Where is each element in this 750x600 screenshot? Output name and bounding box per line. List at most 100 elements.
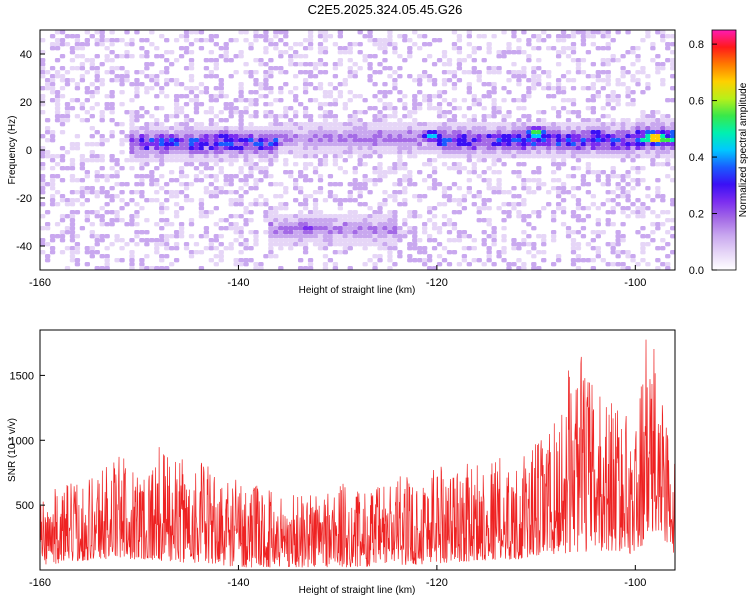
heatmap-cell [511,146,517,151]
heatmap-cell [645,154,651,159]
heatmap-cell [426,98,433,103]
heatmap-cell [580,126,587,131]
heatmap-cell [144,54,150,59]
heatmap-cell [164,206,170,211]
heatmap-cell [357,222,363,227]
heatmap-cell [585,30,592,35]
heatmap-cell [392,242,398,247]
heatmap-cell [630,178,636,183]
heatmap-cell [258,166,264,171]
heatmap-cell [109,66,115,71]
heatmap-cell [526,126,532,131]
heatmap-cell [441,202,448,207]
heatmap-cell [645,206,651,211]
heatmap-cell [332,234,339,239]
heatmap-cell [451,134,458,139]
heatmap-cell [486,206,492,211]
colorbar-tick-label: 0.8 [689,39,704,51]
heatmap-cell [49,166,56,171]
heatmap-cell [536,170,542,175]
heatmap-cell [124,74,130,79]
heatmap-cell [258,142,264,147]
heatmap-cell [228,58,234,63]
heatmap-cell [367,226,373,231]
heatmap-cell [293,154,299,159]
heatmap-cell [263,198,269,203]
heatmap-cell [89,230,95,235]
heatmap-cell [94,178,100,183]
heatmap-cell [630,146,636,151]
heatmap-cell [491,70,497,75]
heatmap-cell [436,182,443,187]
heatmap-cell [248,258,254,263]
heatmap-cell [208,130,215,135]
heatmap-cell [655,118,661,123]
heatmap-cell [283,222,289,227]
heatmap-cell [54,154,61,159]
heatmap-cell [168,142,175,147]
heatmap-cell [302,90,309,95]
heatmap-cell [69,202,76,207]
heatmap-cell [377,246,383,251]
heatmap-cell [337,62,344,67]
heatmap-cell [461,166,468,171]
heatmap-cell [183,130,190,135]
heatmap-cell [630,62,636,67]
heatmap-cell [49,78,56,83]
heatmap-cell [49,154,56,159]
heatmap-cell [397,162,403,167]
heatmap-cell [590,138,597,143]
heatmap-cell [99,134,105,139]
heatmap-cell [575,158,582,163]
heatmap-cell [99,118,105,123]
heatmap-cell [49,182,56,187]
heatmap-cell [605,262,611,267]
heatmap-cell [501,202,507,207]
heatmap-cell [610,222,616,227]
heatmap-cell [605,102,611,107]
heatmap-cell [278,114,284,119]
heatmap-cell [248,174,254,179]
heatmap-cell [183,50,190,55]
heatmap-cell [426,102,433,107]
heatmap-cell [372,134,378,139]
heatmap-cell [367,214,373,219]
heatmap-cell [139,166,145,171]
heatmap-cell [436,202,443,207]
heatmap-cell [550,86,557,91]
heatmap-cell [471,146,477,151]
heatmap-cell [421,178,428,183]
heatmap-cell [521,138,527,143]
heatmap-cell [183,162,190,167]
heatmap-cell [243,138,249,143]
heatmap-cell [273,34,279,39]
heatmap-cell [134,82,140,87]
heatmap-cell [307,226,314,231]
heatmap-cell [382,142,388,147]
heatmap-cell [357,242,363,247]
heatmap-cell [258,178,264,183]
heatmap-cell [536,146,542,151]
heatmap-cell [188,58,195,63]
heatmap-x-axis-label: Height of straight line (km) [299,285,416,296]
heatmap-cell [565,142,572,147]
heatmap-cell [193,146,200,151]
heatmap-cell [377,42,383,47]
heatmap-cell [367,138,373,143]
heatmap-cell [580,142,587,147]
heatmap-cell [302,138,309,143]
heatmap-cell [521,130,527,135]
heatmap-cell [412,246,418,251]
heatmap-cell [233,146,239,151]
heatmap-cell [407,150,413,155]
heatmap-cell [531,66,537,71]
heatmap-cell [297,138,304,143]
heatmap-cell [640,146,646,151]
heatmap-cell [570,186,577,191]
heatmap-cell [79,66,86,71]
heatmap-cell [188,62,195,67]
heatmap-cell [149,78,155,83]
heatmap-cell [516,106,522,111]
heatmap-cell [228,134,234,139]
heatmap-cell [486,166,492,171]
